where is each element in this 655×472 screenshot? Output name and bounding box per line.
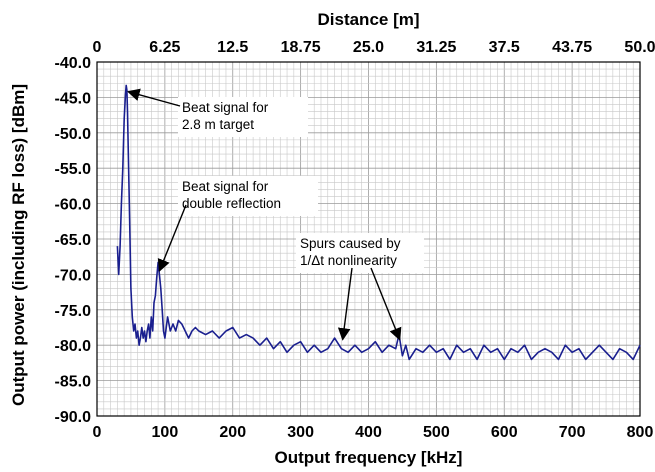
y-tick-label: -75.0 xyxy=(55,303,92,320)
top-tick-label: 50.0 xyxy=(624,39,655,56)
top-tick-label: 0 xyxy=(93,39,102,56)
top-axis-title: Distance [m] xyxy=(317,10,419,29)
plot-frame xyxy=(96,61,641,417)
x-tick-label: 400 xyxy=(355,424,382,441)
x-tick-label: 700 xyxy=(559,424,586,441)
x-tick-label: 600 xyxy=(491,424,518,441)
y-tick-label: -90.0 xyxy=(55,409,92,426)
top-tick-label: 25.0 xyxy=(353,39,384,56)
top-tick-label: 12.5 xyxy=(217,39,248,56)
y-tick-label: -80.0 xyxy=(55,338,92,355)
x-tick-label: 500 xyxy=(423,424,450,441)
x-tick-label: 0 xyxy=(93,424,102,441)
x-tick-label: 800 xyxy=(627,424,654,441)
x-tick-label: 200 xyxy=(219,424,246,441)
annotations: Beat signal for 2.8 m target Beat signal f… xyxy=(127,88,424,341)
y-tick-label: -70.0 xyxy=(55,267,92,284)
annotation-arrow xyxy=(370,267,402,341)
annotation-box xyxy=(296,233,424,273)
y-tick-label: -65.0 xyxy=(55,232,92,249)
y-tick-label: -45.0 xyxy=(55,90,92,107)
annotation-box xyxy=(178,176,318,216)
annotation-arrow xyxy=(127,88,181,107)
y-tick-label: -40.0 xyxy=(55,55,92,72)
y-tick-label: -60.0 xyxy=(55,197,92,214)
x-tick-label: 100 xyxy=(152,424,179,441)
x-axis-ticks: 0 100 200 300 400 500 600 700 800 xyxy=(93,424,654,441)
x-axis-title: Output frequency [kHz] xyxy=(275,448,463,467)
y-tick-label: -50.0 xyxy=(55,126,92,143)
y-axis-ticks: -40.0 -45.0 -50.0 -55.0 -60.0 -65.0 -70.0 -75.0… xyxy=(55,55,92,426)
annotation-text: 2.8 m target xyxy=(182,117,254,132)
y-tick-label: -55.0 xyxy=(55,161,92,178)
annotation-text: Beat signal for xyxy=(182,179,269,194)
top-axis-ticks: 0 6.25 12.5 18.75 25.0 31.25 37.5 43.75 50.0 xyxy=(93,39,655,56)
annotation-arrow xyxy=(337,267,353,341)
annotation-text: double reflection xyxy=(182,196,281,211)
top-tick-label: 43.75 xyxy=(552,39,592,56)
series-line xyxy=(116,84,641,361)
top-tick-label: 6.25 xyxy=(149,39,180,56)
annotation-text: Spurs caused by xyxy=(300,236,401,251)
y-tick-label: -85.0 xyxy=(55,374,92,391)
y-axis-title: Output power (including RF loss) [dBm] xyxy=(9,84,28,406)
grid xyxy=(97,62,640,416)
top-tick-label: 37.5 xyxy=(489,39,520,56)
top-tick-label: 18.75 xyxy=(281,39,321,56)
annotation-text: 1/Δt nonlinearity xyxy=(300,253,397,268)
annotation-arrow xyxy=(157,204,187,273)
x-tick-label: 300 xyxy=(287,424,314,441)
annotation-box xyxy=(178,97,308,137)
annotation-text: Beat signal for xyxy=(182,100,269,115)
top-tick-label: 31.25 xyxy=(416,39,456,56)
